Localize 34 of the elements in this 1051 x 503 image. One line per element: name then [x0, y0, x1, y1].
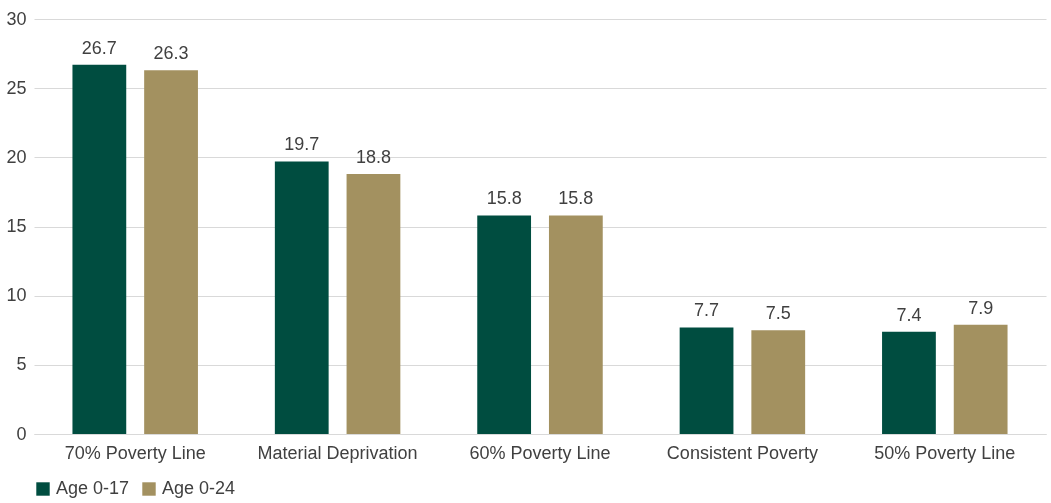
- data-label: 7.7: [694, 300, 720, 321]
- bar: [751, 330, 806, 434]
- bar: [346, 173, 401, 434]
- legend-label: Age 0-24: [162, 478, 236, 498]
- x-tick-label: 60% Poverty Line: [469, 442, 611, 463]
- y-tick-label: 10: [6, 285, 27, 306]
- x-tick-label: 70% Poverty Line: [64, 442, 206, 463]
- data-label: 7.9: [968, 297, 994, 318]
- data-label: 18.8: [355, 146, 391, 167]
- y-tick-label: 5: [16, 354, 27, 375]
- bar: [548, 215, 603, 434]
- bar: [477, 215, 532, 434]
- bar: [953, 324, 1008, 434]
- y-tick-label: 25: [6, 77, 27, 98]
- data-label: 15.8: [486, 188, 522, 209]
- data-label: 26.7: [81, 37, 117, 58]
- bar: [679, 327, 734, 434]
- bar: [274, 161, 329, 434]
- bar: [72, 64, 127, 434]
- data-label: 7.4: [896, 304, 922, 325]
- x-tick-label: Material Deprivation: [257, 442, 418, 463]
- y-tick-label: 30: [6, 8, 27, 29]
- x-tick-label: 50% Poverty Line: [874, 442, 1016, 463]
- y-tick-label: 0: [16, 423, 27, 444]
- data-label: 26.3: [153, 43, 189, 64]
- y-tick-label: 20: [6, 146, 27, 167]
- bar: [144, 70, 198, 434]
- y-tick-label: 15: [6, 216, 27, 236]
- data-label: 19.7: [284, 134, 320, 155]
- legend-label: Age 0-17: [56, 478, 130, 498]
- bar: [882, 331, 936, 434]
- data-label: 15.8: [558, 188, 594, 209]
- data-label: 7.5: [765, 303, 791, 324]
- x-tick-label: Consistent Poverty: [666, 442, 818, 463]
